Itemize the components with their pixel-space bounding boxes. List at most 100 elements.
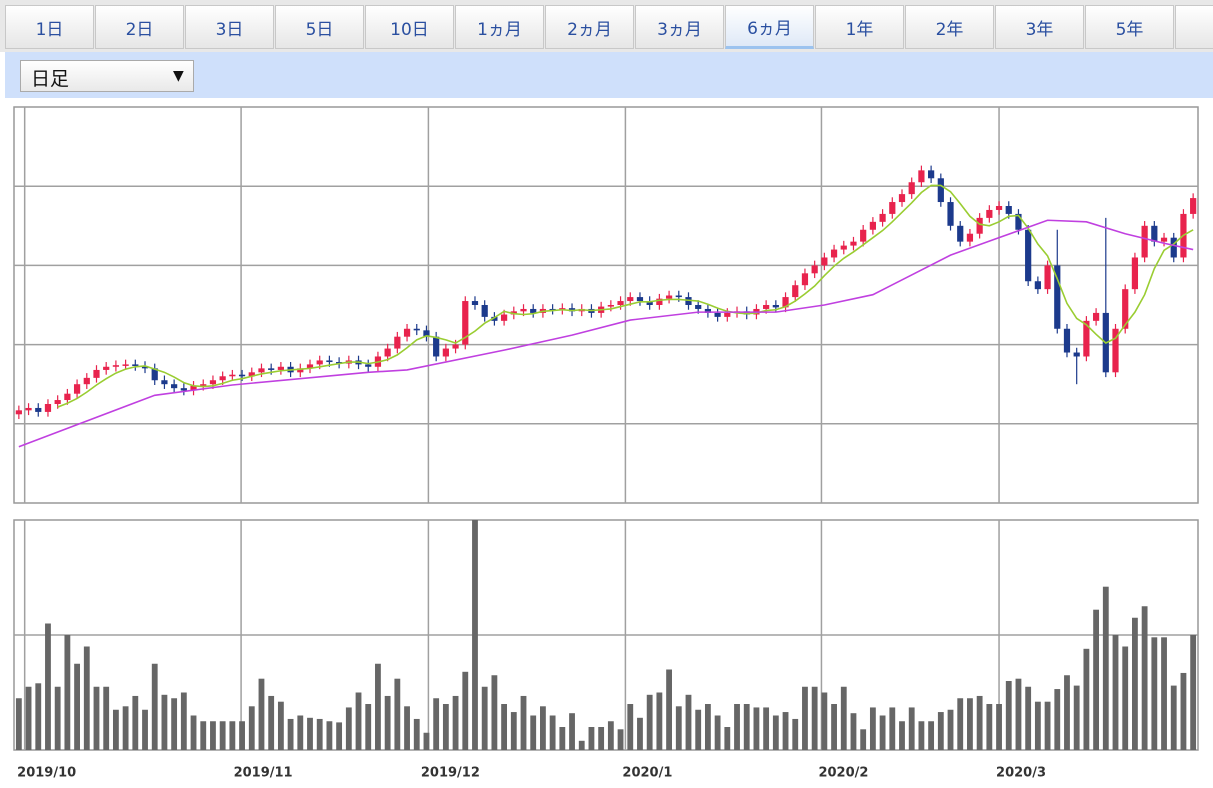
candle-body xyxy=(25,407,32,411)
volume-bar xyxy=(1141,606,1148,750)
candle-body xyxy=(636,297,644,302)
volume-bar xyxy=(714,715,721,750)
volume-bar xyxy=(607,721,614,750)
volume-bar xyxy=(1005,681,1012,750)
volume-bar xyxy=(753,707,760,750)
volume-bar xyxy=(986,704,993,750)
candle-body xyxy=(976,217,983,234)
candle-body xyxy=(928,170,935,179)
volume-bar xyxy=(1054,689,1061,750)
volume-bar xyxy=(840,686,847,750)
period-tab[interactable]: 1日 xyxy=(5,5,94,49)
volume-bar xyxy=(821,692,828,750)
candle-body xyxy=(1151,225,1158,242)
candle-body xyxy=(966,233,974,242)
candle-body xyxy=(268,368,275,370)
candle-body xyxy=(229,374,236,377)
period-tab[interactable]: 5日 xyxy=(275,5,364,49)
period-tab[interactable]: 1年 xyxy=(815,5,904,49)
candle-body xyxy=(83,377,90,385)
period-tab[interactable]: 5年 xyxy=(1085,5,1174,49)
candle-body xyxy=(433,336,440,357)
candle-body xyxy=(452,344,459,349)
candle-body xyxy=(132,364,139,366)
volume-bar xyxy=(365,704,372,750)
volume-bar xyxy=(831,704,837,750)
volume-bar xyxy=(598,727,605,750)
candle-body xyxy=(1131,257,1139,290)
period-tab[interactable]: 6ヵ月 xyxy=(725,5,814,49)
volume-bar xyxy=(35,683,42,750)
volume-bar xyxy=(588,727,595,750)
volume-bar xyxy=(1073,685,1080,750)
volume-bar xyxy=(248,706,255,750)
period-tab[interactable]: 3日 xyxy=(185,5,274,49)
volume-bar xyxy=(1083,648,1090,750)
volume-bar xyxy=(957,698,964,750)
candle-body xyxy=(1073,352,1080,357)
period-tab[interactable]: 2ヵ月 xyxy=(545,5,634,49)
candle-body xyxy=(112,365,120,367)
volume-bar xyxy=(229,721,236,750)
volume-bar xyxy=(908,707,915,750)
candle-body xyxy=(141,365,149,369)
x-tick-label: 2020/3 xyxy=(996,766,1046,781)
candle-body xyxy=(792,285,799,298)
x-tick-label: 2020/2 xyxy=(818,766,868,781)
volume-bar xyxy=(530,715,537,750)
candle-body xyxy=(180,388,187,391)
volume-bar xyxy=(268,695,275,750)
panel-frame xyxy=(13,106,1199,504)
volume-bar xyxy=(685,694,692,750)
volume-bar xyxy=(219,721,226,750)
volume-bar xyxy=(433,698,440,750)
volume-bar xyxy=(637,717,643,750)
candle-body xyxy=(44,404,52,412)
moving-average xyxy=(57,184,1194,408)
volume-bar xyxy=(122,706,129,750)
volume-bar xyxy=(25,686,32,750)
candle-body xyxy=(898,194,906,203)
period-tab[interactable]: 10日 xyxy=(365,5,454,49)
dropdown-label: 日足 xyxy=(31,68,70,90)
period-tab[interactable]: 3年 xyxy=(995,5,1084,49)
candle-body xyxy=(73,384,81,394)
candle-body xyxy=(1044,265,1051,290)
volume-bar xyxy=(675,706,682,750)
candle-body xyxy=(200,384,207,386)
period-tab[interactable]: 1 xyxy=(1175,5,1213,49)
volume-bar xyxy=(161,694,168,750)
volume-bar xyxy=(501,704,508,750)
volume-bar xyxy=(646,694,653,750)
volume-bar xyxy=(93,686,100,750)
period-tab[interactable]: 3ヵ月 xyxy=(635,5,724,49)
volume-bar xyxy=(190,715,197,750)
volume-bar xyxy=(239,721,245,750)
volume-bar xyxy=(937,712,944,750)
x-tick-label: 2019/11 xyxy=(234,766,293,781)
candle-body xyxy=(617,301,624,305)
volume-bar xyxy=(345,707,352,750)
candle-body xyxy=(1092,312,1100,321)
candle-body xyxy=(1083,320,1090,357)
candle-body xyxy=(122,364,129,366)
candle-body xyxy=(394,336,401,349)
volume-bar xyxy=(15,698,22,750)
volume-bar xyxy=(928,721,935,750)
volume-bar xyxy=(1180,672,1187,750)
volume-bar xyxy=(782,712,789,750)
volume-bar xyxy=(142,709,148,750)
candle-body xyxy=(850,241,857,246)
period-tab[interactable]: 2年 xyxy=(905,5,994,49)
candle-body xyxy=(384,348,391,357)
volume-bar xyxy=(1170,685,1177,750)
candle-body xyxy=(258,368,265,373)
volume-bar xyxy=(394,678,401,750)
candle-body xyxy=(326,360,333,363)
volume-bar xyxy=(724,727,731,750)
period-tab[interactable]: 2日 xyxy=(95,5,184,49)
period-tab[interactable]: 1ヵ月 xyxy=(455,5,544,49)
interval-dropdown[interactable]: 日足 ▼ xyxy=(20,60,194,92)
candle-body xyxy=(879,213,886,222)
